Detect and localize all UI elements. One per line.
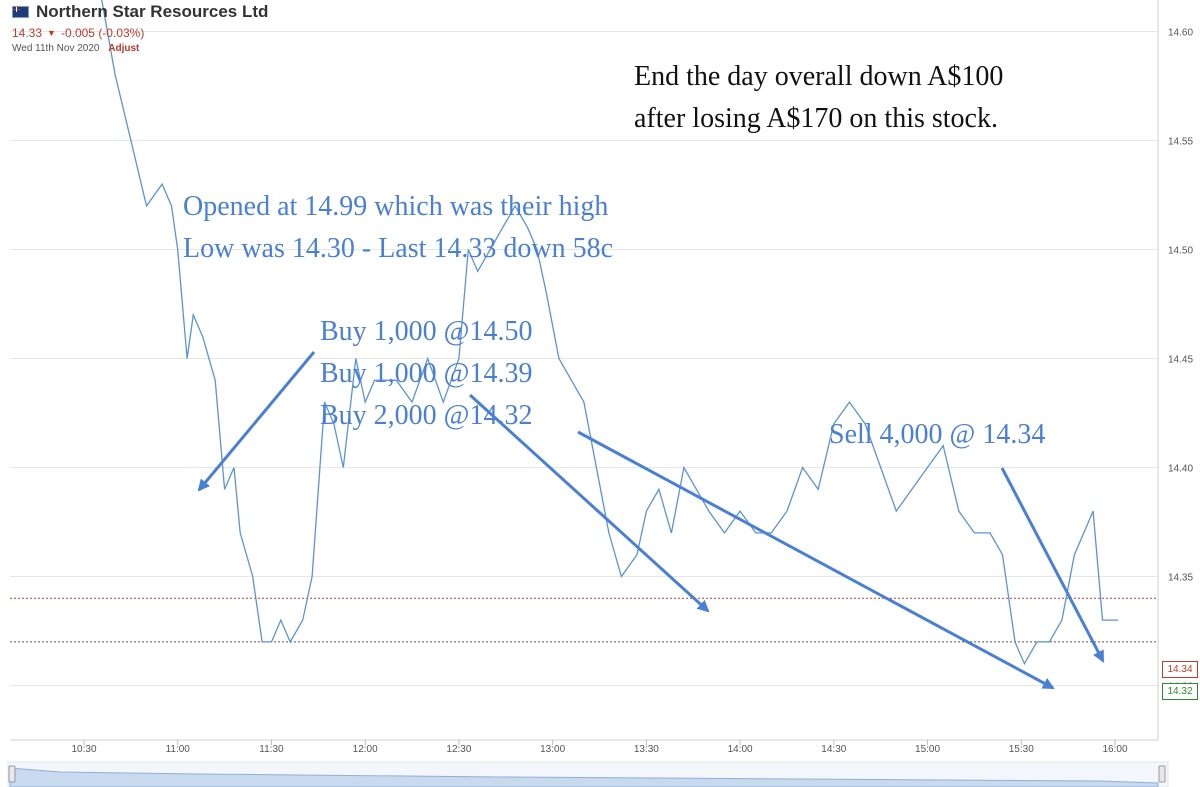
buy2-arrow bbox=[468, 393, 710, 613]
x-axis-ticks: 10:30 11:00 11:30 12:00 12:30 13:00 13:30 14:00… bbox=[71, 740, 1128, 755]
stock-title: Northern Star Resources Ltd bbox=[36, 2, 269, 21]
navigator[interactable] bbox=[7, 761, 1169, 787]
y-tick-label: 14.35 bbox=[1168, 573, 1193, 584]
x-tick-label: 13:00 bbox=[540, 744, 565, 755]
last-price: 14.33 bbox=[12, 26, 43, 40]
summary-note: End the day overall down A$100 after los… bbox=[634, 56, 1003, 140]
open-info-line-2: Low was 14.30 - Last 14.33 down 58c bbox=[183, 233, 614, 264]
y-tick-label: 14.40 bbox=[1168, 464, 1193, 475]
summary-line-1: End the day overall down A$100 bbox=[634, 61, 1004, 92]
summary-line-2: after losing A$170 on this stock. bbox=[634, 103, 998, 134]
open-info-line-1: Opened at 14.99 which was their high bbox=[183, 191, 609, 222]
buy-order-2: Buy 1,000 @14.39 bbox=[320, 358, 533, 389]
adjust-button[interactable]: Adjust bbox=[108, 43, 140, 54]
reference-lines bbox=[10, 597, 1158, 643]
y-tick-label: 14.45 bbox=[1168, 355, 1193, 366]
navigator-area bbox=[9, 767, 1159, 787]
price-change: -0.005 (-0.03%) bbox=[60, 26, 145, 40]
x-tick-label: 13:30 bbox=[634, 744, 659, 755]
buy1-arrow bbox=[197, 351, 316, 492]
x-tick-label: 15:30 bbox=[1009, 744, 1034, 755]
x-tick-label: 12:00 bbox=[353, 744, 378, 755]
sell-arrow bbox=[1000, 467, 1105, 663]
price-series-line bbox=[101, 0, 1119, 666]
x-tick-label: 12:30 bbox=[446, 744, 471, 755]
open-info-note: Opened at 14.99 which was their high Low… bbox=[183, 186, 613, 270]
x-tick-label: 16:00 bbox=[1102, 744, 1127, 755]
x-tick-label: 14:30 bbox=[821, 744, 846, 755]
navigator-right-handle[interactable] bbox=[1158, 765, 1166, 783]
y-tick-label: 14.50 bbox=[1168, 246, 1193, 257]
chart-header: Northern Star Resources Ltd 14.33 ▼ -0.0… bbox=[12, 0, 268, 54]
sell-order-note: Sell 4,000 @ 14.34 bbox=[829, 419, 1046, 450]
x-tick-label: 10:30 bbox=[71, 744, 96, 755]
y-tick-label: 14.60 bbox=[1168, 28, 1193, 39]
x-tick-label: 11:30 bbox=[259, 744, 284, 755]
x-tick-label: 11:00 bbox=[166, 744, 191, 755]
chart-gridlines bbox=[10, 31, 1158, 686]
x-tick-label: 14:00 bbox=[728, 744, 753, 755]
chart-date: Wed 11th Nov 2020 bbox=[12, 43, 100, 54]
buy-order-1: Buy 1,000 @14.50 bbox=[320, 316, 533, 347]
buy3-arrow bbox=[577, 430, 1055, 690]
x-tick-label: 15:00 bbox=[915, 744, 940, 755]
navigator-left-handle[interactable] bbox=[8, 765, 16, 783]
buy-orders-note: Buy 1,000 @14.50 Buy 1,000 @14.39 Buy 2,… bbox=[320, 311, 532, 437]
buy-order-3: Buy 2,000 @14.32 bbox=[320, 400, 533, 431]
australia-flag-icon bbox=[12, 6, 29, 18]
y-axis-ticks: 14.3014.3514.4014.4514.5014.5514.6014.65… bbox=[1168, 28, 1193, 693]
y-tick-label: 14.55 bbox=[1168, 137, 1193, 148]
buy-price-tag: 14.32 bbox=[1162, 683, 1198, 700]
sell-price-tag: 14.34 bbox=[1162, 661, 1198, 678]
down-arrow-icon: ▼ bbox=[47, 28, 56, 38]
